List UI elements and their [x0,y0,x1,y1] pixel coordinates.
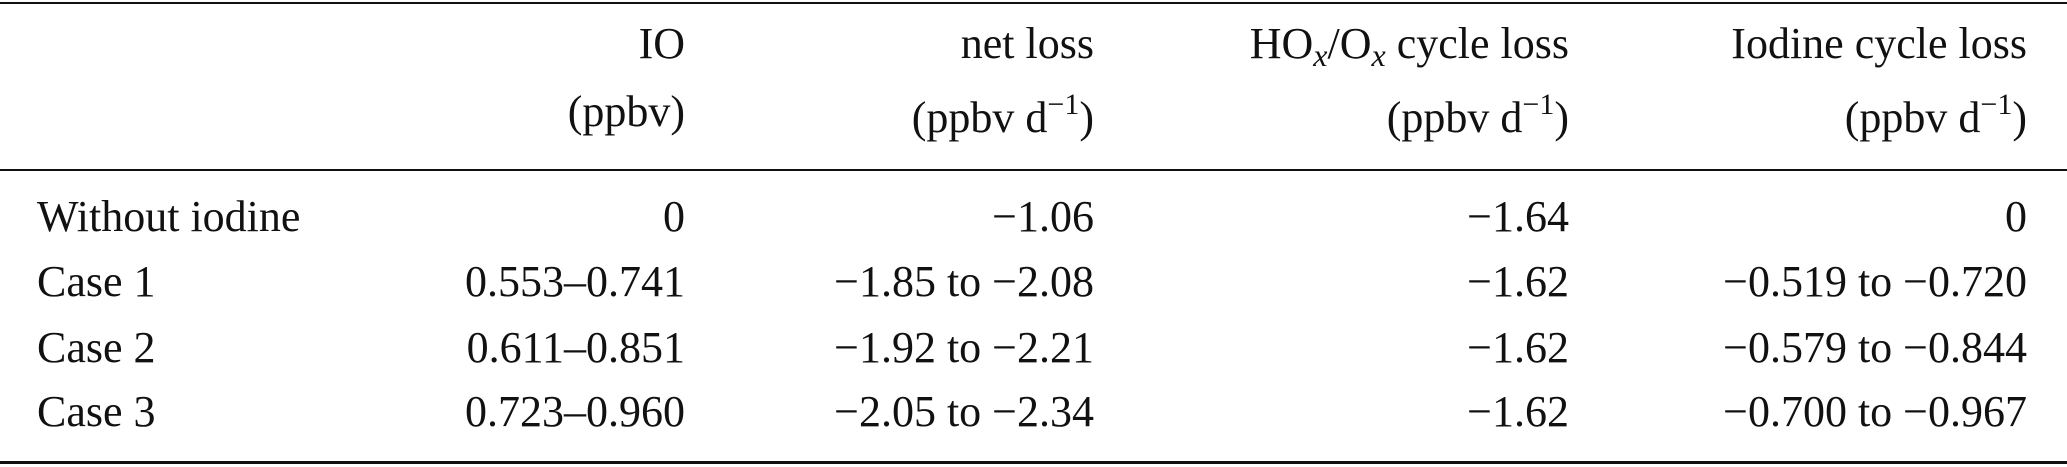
column-name: net loss [961,22,1094,66]
table-cell: −1.62 [1467,257,1569,306]
column-name: HOx/Ox cycle loss [1249,19,1569,73]
header-text: ) [1554,93,1569,142]
header-text: ) [2012,93,2027,142]
table-cell: −1.62 [1467,387,1569,436]
header-text: x [1313,37,1328,73]
column-unit: (ppbv d−1) [1845,90,2027,140]
header-text: −1 [1980,88,2013,121]
header-text: (ppbv d [1386,93,1523,142]
header-text: −1 [1522,88,1555,121]
header-text: −1 [1047,88,1080,121]
row-label: Case 3 [37,387,156,436]
header-text: HO [1249,19,1314,68]
table-cell: 0.553–0.741 [465,257,685,306]
row-label: Without iodine [37,192,301,241]
column-unit: (ppbv) [568,90,685,134]
table-cell: 0 [2005,192,2027,241]
header-text: IO [638,19,685,68]
header-rule [0,169,2067,171]
column-unit: (ppbv d−1) [912,90,1094,140]
table-cell: −1.06 [992,192,1094,241]
table-cell: −1.62 [1467,323,1569,372]
row-label: Case 1 [37,257,156,306]
table-cell: −1.92 to −2.21 [834,323,1094,372]
column-name: Iodine cycle loss [1731,22,2027,66]
header-text: /O [1327,19,1372,68]
header-text: (ppbv d [911,93,1048,142]
column-name: IO [639,22,685,66]
header-text: (ppbv d [1844,93,1981,142]
header-text: (ppbv) [567,87,685,136]
table-cell: −0.700 to −0.967 [1723,387,2027,436]
column-unit: (ppbv d−1) [1387,90,1569,140]
header-text: cycle loss [1385,19,1569,68]
header-text: Iodine cycle loss [1731,19,2027,68]
row-label: Case 2 [37,323,156,372]
table-cell: −0.519 to −0.720 [1723,257,2027,306]
table-cell: 0 [663,192,685,241]
table-cell: −1.64 [1467,192,1569,241]
top-rule [0,2,2067,4]
header-text: net loss [960,19,1094,68]
table-cell: −0.579 to −0.844 [1723,323,2027,372]
header-text: x [1371,37,1386,73]
bottom-rule [0,461,2067,464]
table-cell: 0.723–0.960 [465,387,685,436]
header-text: ) [1079,93,1094,142]
table-cell: −1.85 to −2.08 [834,257,1094,306]
table-cell: 0.611–0.851 [466,323,685,372]
table-cell: −2.05 to −2.34 [834,387,1094,436]
